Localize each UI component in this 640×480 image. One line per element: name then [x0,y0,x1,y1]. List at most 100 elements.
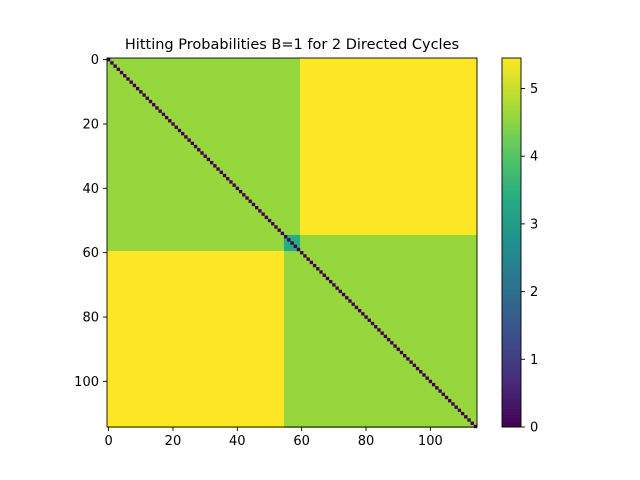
colorbar-segment [502,110,521,114]
diagonal-cell [139,90,143,94]
colorbar-segment [502,91,521,96]
diagonal-cell [226,177,230,181]
colorbar-segment [502,328,521,333]
colorbar-segment [502,405,521,409]
colorbar-segment [502,190,521,194]
diagonal-cell [251,202,256,207]
diagonal-cell [370,321,375,326]
colorbar-segment [502,184,521,188]
diagonal-cell [258,209,262,213]
diagonal-cell [193,144,198,149]
diagonal-cell [338,289,343,294]
colorbar-segment [502,383,521,388]
colorbar-segment [502,205,521,210]
colorbar-segment [502,162,521,167]
diagonal-cell [245,196,249,200]
diagonal-cell [351,302,355,306]
diagonal-cell [457,408,462,413]
colorbar-segment [502,79,521,83]
heatmap-block-2 [107,251,284,428]
colorbar-segment [502,70,521,74]
diagonal-cell [422,373,426,377]
diagonal-cell [377,328,381,332]
diagonal-cell [119,70,124,75]
colorbar-segment [502,362,521,366]
colorbar-segment [502,104,521,108]
diagonal-cell [467,418,471,422]
diagonal-cell [261,212,265,216]
colorbar-frame [501,57,522,428]
diagonal-cell [129,80,133,84]
diagonal-cell [255,206,259,210]
diagonal-cell [341,292,346,297]
diagonal-cell [267,218,272,223]
y-tick-label: 0 [91,53,99,68]
diagonal-cell [412,363,417,368]
diagonal-cell [164,115,169,120]
diagonal-cell [222,173,227,178]
colorbar-segment [502,128,521,133]
colorbar-segment [502,208,521,213]
diagonal-cell [155,106,159,110]
colorbar-segment [502,141,521,145]
x-tick-label: 60 [293,434,310,449]
diagonal-cell [367,318,371,322]
colorbar-segment [502,76,521,80]
colorbar-segment [502,97,521,102]
x-tick-label: 0 [104,434,112,449]
colorbar-segment [502,116,521,120]
colorbar-segment [502,353,521,357]
colorbar-segment [502,122,521,127]
colorbar-segment [502,276,521,280]
colorbar-segment [502,248,521,253]
colorbar-segment [502,245,521,250]
colorbar-segment [502,399,521,403]
diagonal-cell [454,405,458,409]
diagonal-cell [152,103,156,107]
diagonal-cell [132,83,137,88]
diagonal-cell [181,132,185,136]
diagonal-cell [200,151,204,155]
diagonal-cell [274,225,278,229]
diagonal-cell [280,231,285,236]
diagonal-cell [177,128,182,133]
diagonal-cell [460,411,465,416]
diagonal-cell [158,109,162,113]
diagonal-cell [406,357,410,361]
colorbar-segment [502,239,521,243]
colorbar-tick-label: 3 [530,217,538,232]
y-tick-label: 100 [74,375,99,390]
colorbar-segment [502,233,521,237]
colorbar-segment [502,144,521,148]
diagonal-cell [435,386,439,390]
diagonal-cell [441,392,445,396]
colorbar-segment [502,202,521,206]
diagonal-cell [348,299,352,303]
colorbar-segment [502,337,521,342]
colorbar-segment [502,217,521,222]
diagonal-cell [238,189,243,194]
colorbar-segment [502,254,521,259]
diagonal-cell [113,64,117,68]
colorbar-segment [502,414,521,419]
diagonal-cell [116,67,121,72]
colorbar-segment [502,347,521,351]
colorbar-segment [502,181,521,185]
diagonal-cell [126,77,130,81]
diagonal-cell [396,347,400,351]
diagonal-cell [296,247,301,252]
diagonal-cell [161,112,166,117]
colorbar-segment [502,396,521,400]
y-tick-label: 80 [82,311,99,326]
diagonal-cell [110,61,114,65]
diagonal-cell [470,421,474,425]
x-tick-label: 20 [165,434,182,449]
diagonal-cell [451,402,455,406]
diagonal-cell [203,154,207,158]
colorbar-segment [502,322,521,326]
diagonal-cell [444,395,449,400]
colorbar-segment [502,119,521,123]
diagonal-cell [242,193,246,197]
colorbar-segment [502,304,521,308]
diagonal-cell [428,379,433,384]
